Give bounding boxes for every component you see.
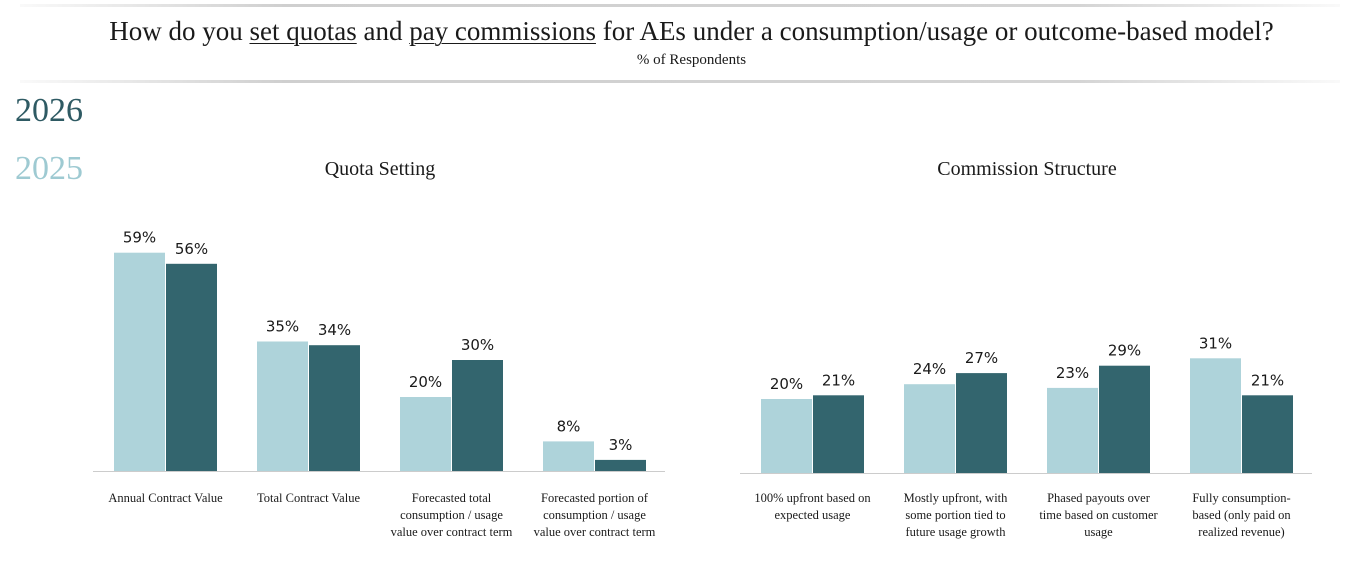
commission-value-label-2026-2: 27% bbox=[965, 349, 998, 367]
quota-bar-2026-3 bbox=[452, 360, 503, 471]
quota-bar-2026-4 bbox=[595, 459, 646, 471]
commission-value-label-2025-2: 24% bbox=[913, 360, 946, 378]
quota-category-label-2: Total Contract Value bbox=[257, 491, 360, 505]
quota-value-label-2026-2: 34% bbox=[318, 321, 351, 339]
commission-value-label-2025-1: 20% bbox=[770, 375, 803, 393]
header-divider bbox=[20, 80, 1340, 83]
title-part-3: and bbox=[356, 16, 410, 46]
quota-value-label-2025-2: 35% bbox=[266, 318, 299, 336]
quota-bar-2025-2 bbox=[257, 341, 308, 471]
commission-value-label-2026-1: 21% bbox=[822, 371, 855, 389]
commission-bar-2026-2 bbox=[956, 373, 1007, 473]
commission-category-label-3: Phased payouts over time based on custome… bbox=[1039, 491, 1158, 539]
title-part-4: pay commissions bbox=[409, 16, 596, 46]
quota-category-label-1: Annual Contract Value bbox=[108, 491, 223, 505]
quota-value-label-2025-4: 8% bbox=[557, 417, 581, 435]
quota-bar-2026-1 bbox=[166, 263, 217, 471]
quota-bar-2025-4 bbox=[543, 441, 594, 471]
commission-bar-2026-4 bbox=[1242, 395, 1293, 473]
legend-2025: 2025 bbox=[15, 150, 83, 187]
commission-bar-2025-4 bbox=[1190, 358, 1241, 473]
title-part-2: set quotas bbox=[249, 16, 357, 46]
quota-bar-2026-2 bbox=[309, 345, 360, 471]
quota-value-label-2025-3: 20% bbox=[409, 373, 442, 391]
commission-category-label-1: 100% upfront based on expected usage bbox=[754, 491, 871, 522]
quota-value-label-2026-3: 30% bbox=[461, 336, 494, 354]
commission-bar-2026-3 bbox=[1099, 365, 1150, 473]
commission-category-label-4: Fully consumption-based (only paid on rea… bbox=[1192, 491, 1291, 539]
title-part-5: for AEs under a consumption/usage or out… bbox=[595, 16, 1274, 46]
commission-bar-2025-2 bbox=[904, 384, 955, 473]
quota-value-label-2026-1: 56% bbox=[175, 240, 208, 258]
commission-value-label-2026-4: 21% bbox=[1251, 371, 1284, 389]
commission-bar-2025-3 bbox=[1047, 387, 1098, 473]
quota-category-label-4: Forecasted portion of consumption / usage… bbox=[534, 491, 656, 539]
commission-value-label-2025-3: 23% bbox=[1056, 364, 1089, 382]
quota-chart-title: Quota Setting bbox=[325, 158, 436, 180]
commission-value-label-2025-4: 31% bbox=[1199, 334, 1232, 352]
page-subtitle: % of Respondents bbox=[636, 52, 747, 68]
commission-bar-2025-1 bbox=[761, 399, 812, 473]
commission-category-label-2: Mostly upfront, with some portion tied to… bbox=[904, 491, 1009, 539]
quota-category-label-3: Forecasted total consumption / usage value… bbox=[391, 491, 513, 539]
quota-bar-2025-3 bbox=[400, 397, 451, 471]
commission-chart-title: Commission Structure bbox=[937, 158, 1117, 180]
quota-value-label-2025-1: 59% bbox=[123, 229, 156, 247]
commission-bar-2026-1 bbox=[813, 395, 864, 473]
commission-value-label-2026-3: 29% bbox=[1108, 342, 1141, 360]
quota-bar-2025-1 bbox=[114, 252, 165, 471]
title-part-1: How do you bbox=[109, 16, 250, 46]
legend-2026: 2026 bbox=[15, 92, 83, 129]
page-title: How do you set quotas and pay commission… bbox=[0, 16, 1363, 47]
top-divider bbox=[20, 4, 1340, 7]
quota-value-label-2026-4: 3% bbox=[609, 436, 633, 454]
